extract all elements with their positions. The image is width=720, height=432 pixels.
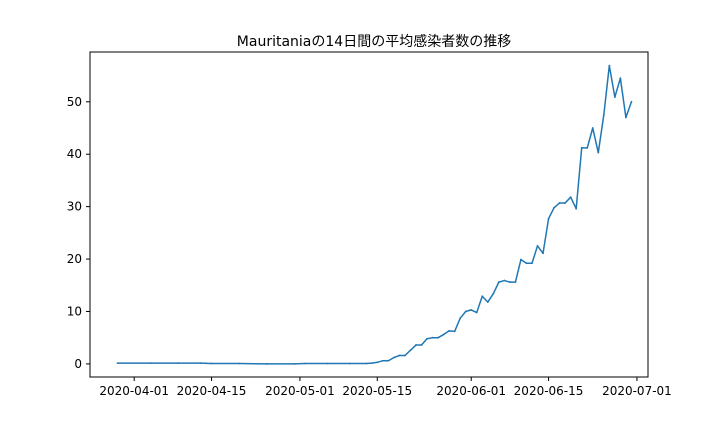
data-point bbox=[536, 245, 539, 247]
data-point bbox=[177, 362, 180, 365]
chart-title: Mauritaniaの14日間の平均感染者数の推移 bbox=[237, 33, 511, 50]
data-point bbox=[398, 354, 401, 357]
data-point bbox=[547, 217, 550, 220]
y-tick-label: 50 bbox=[67, 95, 82, 109]
data-point bbox=[459, 317, 462, 320]
data-point bbox=[569, 196, 572, 199]
data-point bbox=[497, 281, 500, 284]
data-point bbox=[431, 336, 434, 339]
data-point bbox=[575, 207, 578, 210]
data-point bbox=[409, 349, 412, 352]
data-point bbox=[514, 281, 517, 284]
data-point bbox=[326, 362, 329, 365]
y-tick-label: 40 bbox=[67, 147, 82, 161]
data-point bbox=[149, 362, 152, 365]
data-point bbox=[625, 116, 627, 119]
data-point bbox=[453, 330, 456, 333]
data-point bbox=[238, 362, 241, 365]
data-point bbox=[304, 362, 307, 365]
data-point bbox=[475, 311, 478, 314]
data-point bbox=[542, 252, 544, 255]
data-point bbox=[508, 281, 511, 284]
y-tick-label: 0 bbox=[74, 357, 82, 371]
y-tick-label: 10 bbox=[67, 304, 82, 318]
data-point bbox=[348, 362, 351, 365]
data-point bbox=[481, 295, 484, 298]
data-point bbox=[415, 344, 417, 346]
data-point bbox=[525, 262, 528, 265]
data-point bbox=[437, 336, 439, 339]
x-tick-label: 2020-06-01 bbox=[436, 384, 506, 398]
data-point bbox=[442, 333, 445, 336]
data-point bbox=[392, 356, 395, 359]
data-point bbox=[381, 359, 384, 362]
data-point bbox=[470, 309, 473, 311]
data-point bbox=[426, 337, 428, 340]
x-tick-label: 2020-07-01 bbox=[602, 384, 672, 398]
data-point bbox=[564, 202, 567, 204]
data-point bbox=[199, 362, 202, 365]
plot-area-frame bbox=[89, 51, 649, 378]
data-point bbox=[210, 362, 213, 365]
data-point bbox=[420, 344, 423, 346]
data-point bbox=[492, 292, 495, 295]
data-point bbox=[464, 310, 467, 313]
data-point bbox=[387, 359, 390, 362]
series-line-0 bbox=[117, 64, 633, 365]
x-tick-label: 2020-05-01 bbox=[265, 384, 335, 398]
data-point bbox=[520, 258, 522, 261]
data-point bbox=[586, 147, 589, 149]
data-point bbox=[293, 363, 296, 365]
x-tick-label: 2020-05-15 bbox=[342, 384, 412, 398]
data-point bbox=[531, 262, 533, 265]
y-tick-label: 30 bbox=[67, 200, 82, 214]
data-point bbox=[630, 100, 633, 103]
x-tick-label: 2020-04-01 bbox=[99, 384, 169, 398]
data-point bbox=[116, 362, 119, 365]
data-point bbox=[265, 363, 268, 365]
data-point bbox=[591, 127, 594, 129]
data-point bbox=[503, 279, 506, 282]
data-point bbox=[370, 362, 373, 365]
data-point bbox=[448, 329, 451, 332]
series-layer bbox=[116, 64, 633, 365]
x-tick-label: 2020-04-15 bbox=[177, 384, 247, 398]
data-point bbox=[608, 64, 611, 67]
data-point bbox=[553, 206, 555, 209]
x-tick-label: 2020-06-15 bbox=[514, 384, 584, 398]
data-point bbox=[404, 354, 406, 357]
data-point bbox=[376, 361, 379, 364]
data-point bbox=[602, 114, 605, 116]
data-point bbox=[613, 96, 616, 98]
data-point bbox=[597, 151, 600, 154]
data-point bbox=[558, 202, 561, 204]
data-point bbox=[619, 77, 622, 80]
data-point bbox=[486, 301, 489, 303]
axes: 2020-04-01 2020-04-15 2020-05-01 2020-05-15… bbox=[67, 95, 672, 398]
data-point bbox=[580, 147, 583, 149]
data-point bbox=[365, 362, 368, 365]
y-tick-label: 20 bbox=[67, 252, 82, 266]
